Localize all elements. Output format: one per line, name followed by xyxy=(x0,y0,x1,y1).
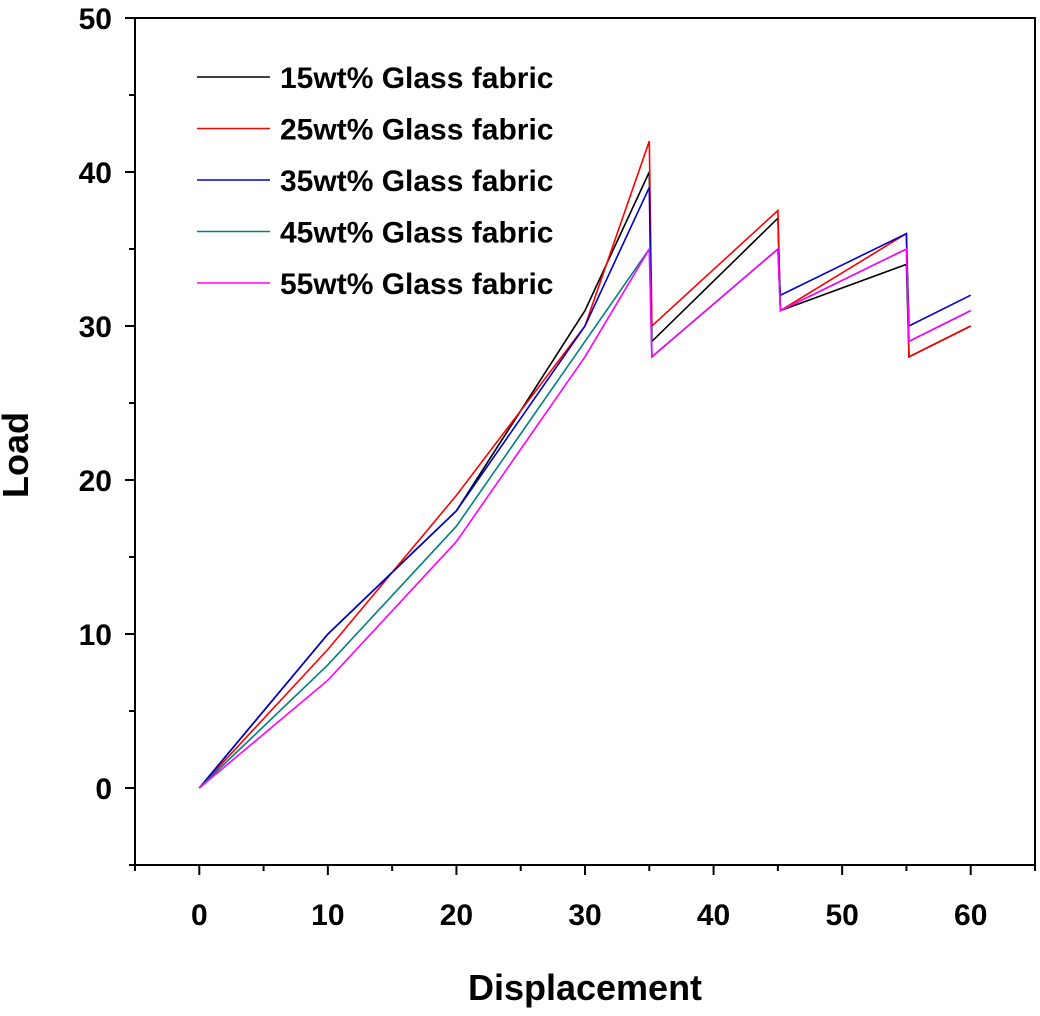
legend-label-2: 25wt% Glass fabric xyxy=(280,114,553,147)
y-axis-title: Load xyxy=(0,412,36,498)
x-tick-label: 50 xyxy=(825,899,858,932)
legend-label-4: 45wt% Glass fabric xyxy=(280,217,553,250)
y-axis: 0 10 20 30 40 50 xyxy=(79,3,135,866)
legend: 15wt% Glass fabric 25wt% Glass fabric 35wt… xyxy=(197,62,553,301)
x-axis-title: Displacement xyxy=(468,967,702,1008)
y-tick-label: 50 xyxy=(79,3,112,36)
x-tick-label: 10 xyxy=(311,899,344,932)
x-tick-label: 30 xyxy=(568,899,601,932)
series-layer xyxy=(198,140,972,789)
legend-label-3: 35wt% Glass fabric xyxy=(280,165,553,198)
x-tick-label: 20 xyxy=(440,899,473,932)
y-tick-label: 40 xyxy=(79,157,112,190)
x-tick-label: 60 xyxy=(954,899,987,932)
series-line-4 xyxy=(198,246,972,789)
y-tick-label: 0 xyxy=(95,773,112,806)
legend-label-1: 15wt% Glass fabric xyxy=(280,62,553,95)
x-tick-label: 0 xyxy=(191,899,208,932)
legend-label-5: 55wt% Glass fabric xyxy=(280,268,553,301)
y-tick-label: 20 xyxy=(79,465,112,498)
series-line-5 xyxy=(198,246,972,789)
x-axis: 0 10 20 30 40 50 60 xyxy=(134,865,1036,932)
x-tick-label: 40 xyxy=(697,899,730,932)
y-tick-label: 30 xyxy=(79,311,112,344)
plot-frame xyxy=(134,17,1036,866)
y-tick-label: 10 xyxy=(79,619,112,652)
